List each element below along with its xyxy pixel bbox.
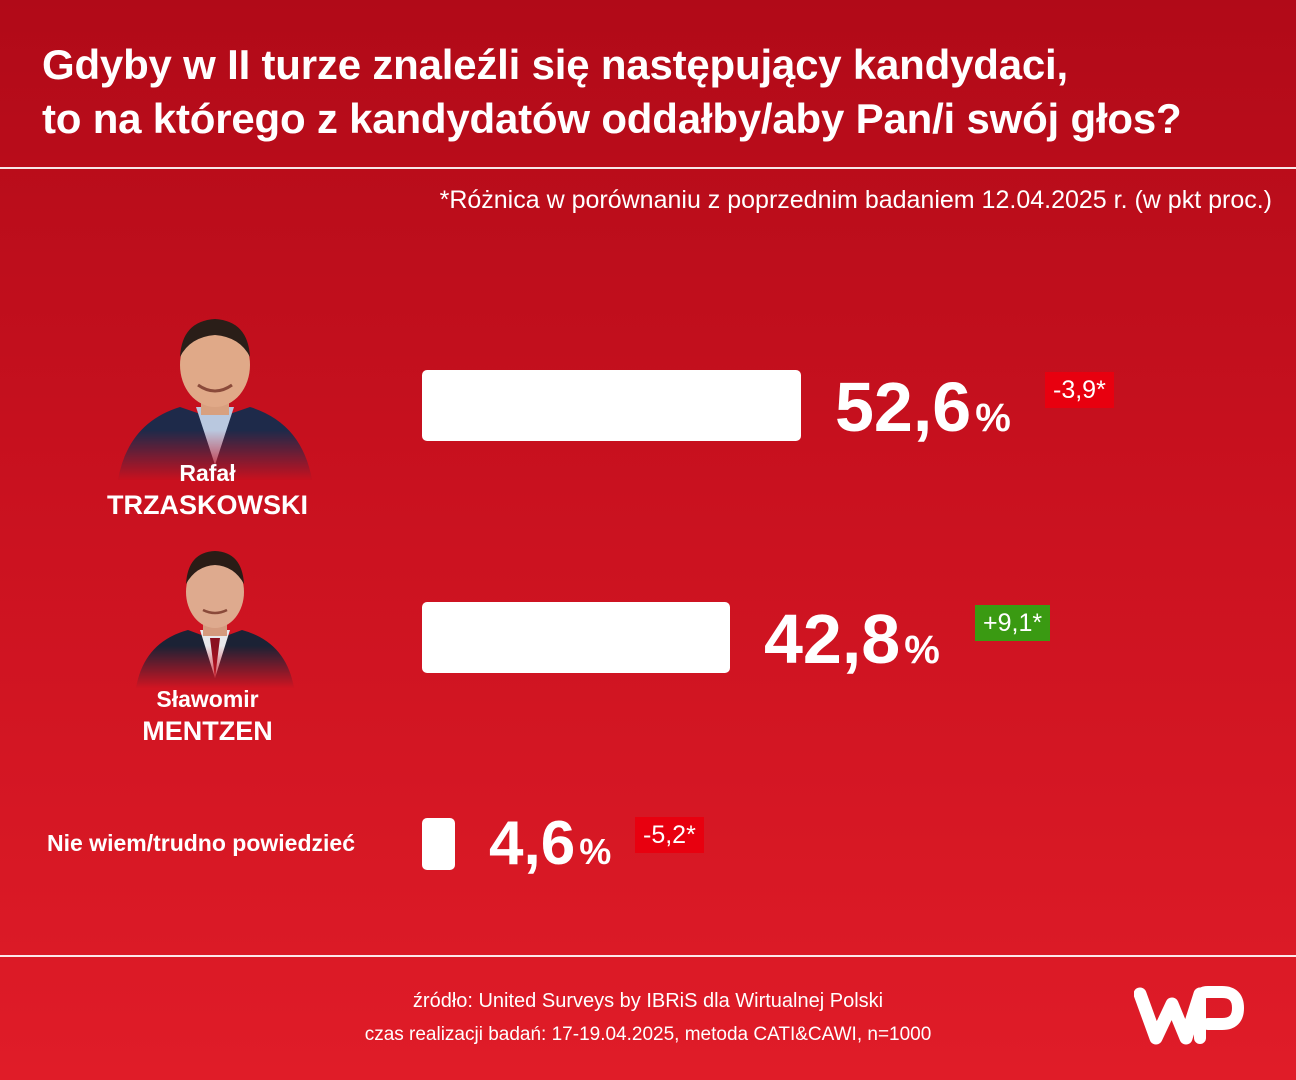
source-text: źródło: United Surveys by IBRiS dla Wirt…: [412, 990, 884, 1012]
divider-bottom: [0, 955, 1296, 957]
category-label-undecided: Nie wiem/trudno powiedzieć: [47, 830, 355, 856]
value-percent-sign: %: [904, 628, 940, 672]
candidate-name-mentzen: Sławomir MENTZEN: [80, 684, 335, 748]
chart-title: Gdyby w II turze znaleźli się następując…: [42, 38, 1182, 146]
bar-trzaskowski: [422, 370, 801, 441]
value-number: 42,8: [764, 600, 901, 678]
bar-undecided: [422, 818, 455, 870]
candidate-last-name: TRZASKOWSKI: [107, 490, 308, 520]
change-badge-undecided: -5,2*: [635, 817, 704, 853]
chart-title-line-2: to na którego z kandydatów oddałby/aby P…: [42, 95, 1182, 142]
value-number: 52,6: [835, 368, 972, 446]
change-note: *Różnica w porównaniu z poprzednim badan…: [439, 186, 1272, 214]
candidate-first-name: Sławomir: [156, 686, 259, 712]
wp-logo-icon: [1134, 986, 1244, 1045]
candidate-photo-trzaskowski: [118, 319, 312, 480]
survey-meta-text: czas realizacji badań: 17-19.04.2025, me…: [364, 1024, 932, 1045]
change-badge-trzaskowski: -3,9*: [1045, 372, 1114, 408]
bar-mentzen: [422, 602, 730, 673]
chart-title-line-1: Gdyby w II turze znaleźli się następując…: [42, 41, 1068, 88]
candidate-photo-mentzen: [136, 551, 294, 688]
value-label-undecided: 4,6%: [489, 813, 611, 875]
value-label-trzaskowski: 52,6%: [835, 372, 1011, 442]
candidate-name-trzaskowski: Rafał TRZASKOWSKI: [80, 458, 335, 522]
divider-top: [0, 167, 1296, 169]
candidate-last-name: MENTZEN: [142, 716, 273, 746]
value-label-mentzen: 42,8%: [764, 604, 940, 674]
candidate-first-name: Rafał: [179, 460, 236, 486]
header: Gdyby w II turze znaleźli się następując…: [0, 0, 1296, 167]
value-number: 4,6: [489, 809, 576, 878]
value-percent-sign: %: [579, 831, 612, 872]
value-percent-sign: %: [975, 396, 1011, 440]
change-badge-mentzen: +9,1*: [975, 605, 1051, 641]
